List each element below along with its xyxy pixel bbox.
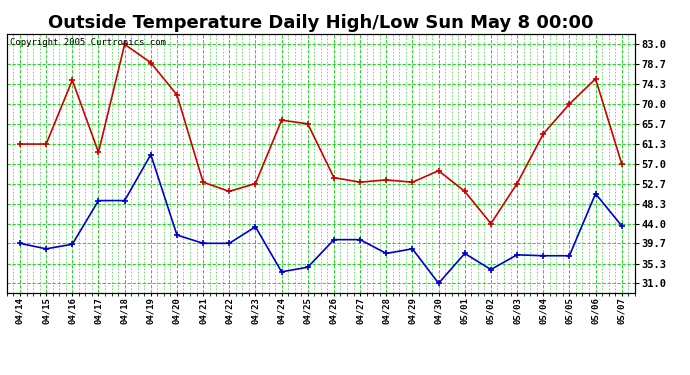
Title: Outside Temperature Daily High/Low Sun May 8 00:00: Outside Temperature Daily High/Low Sun M… [48, 14, 593, 32]
Text: Copyright 2005 Curtronics.com: Copyright 2005 Curtronics.com [10, 38, 166, 46]
